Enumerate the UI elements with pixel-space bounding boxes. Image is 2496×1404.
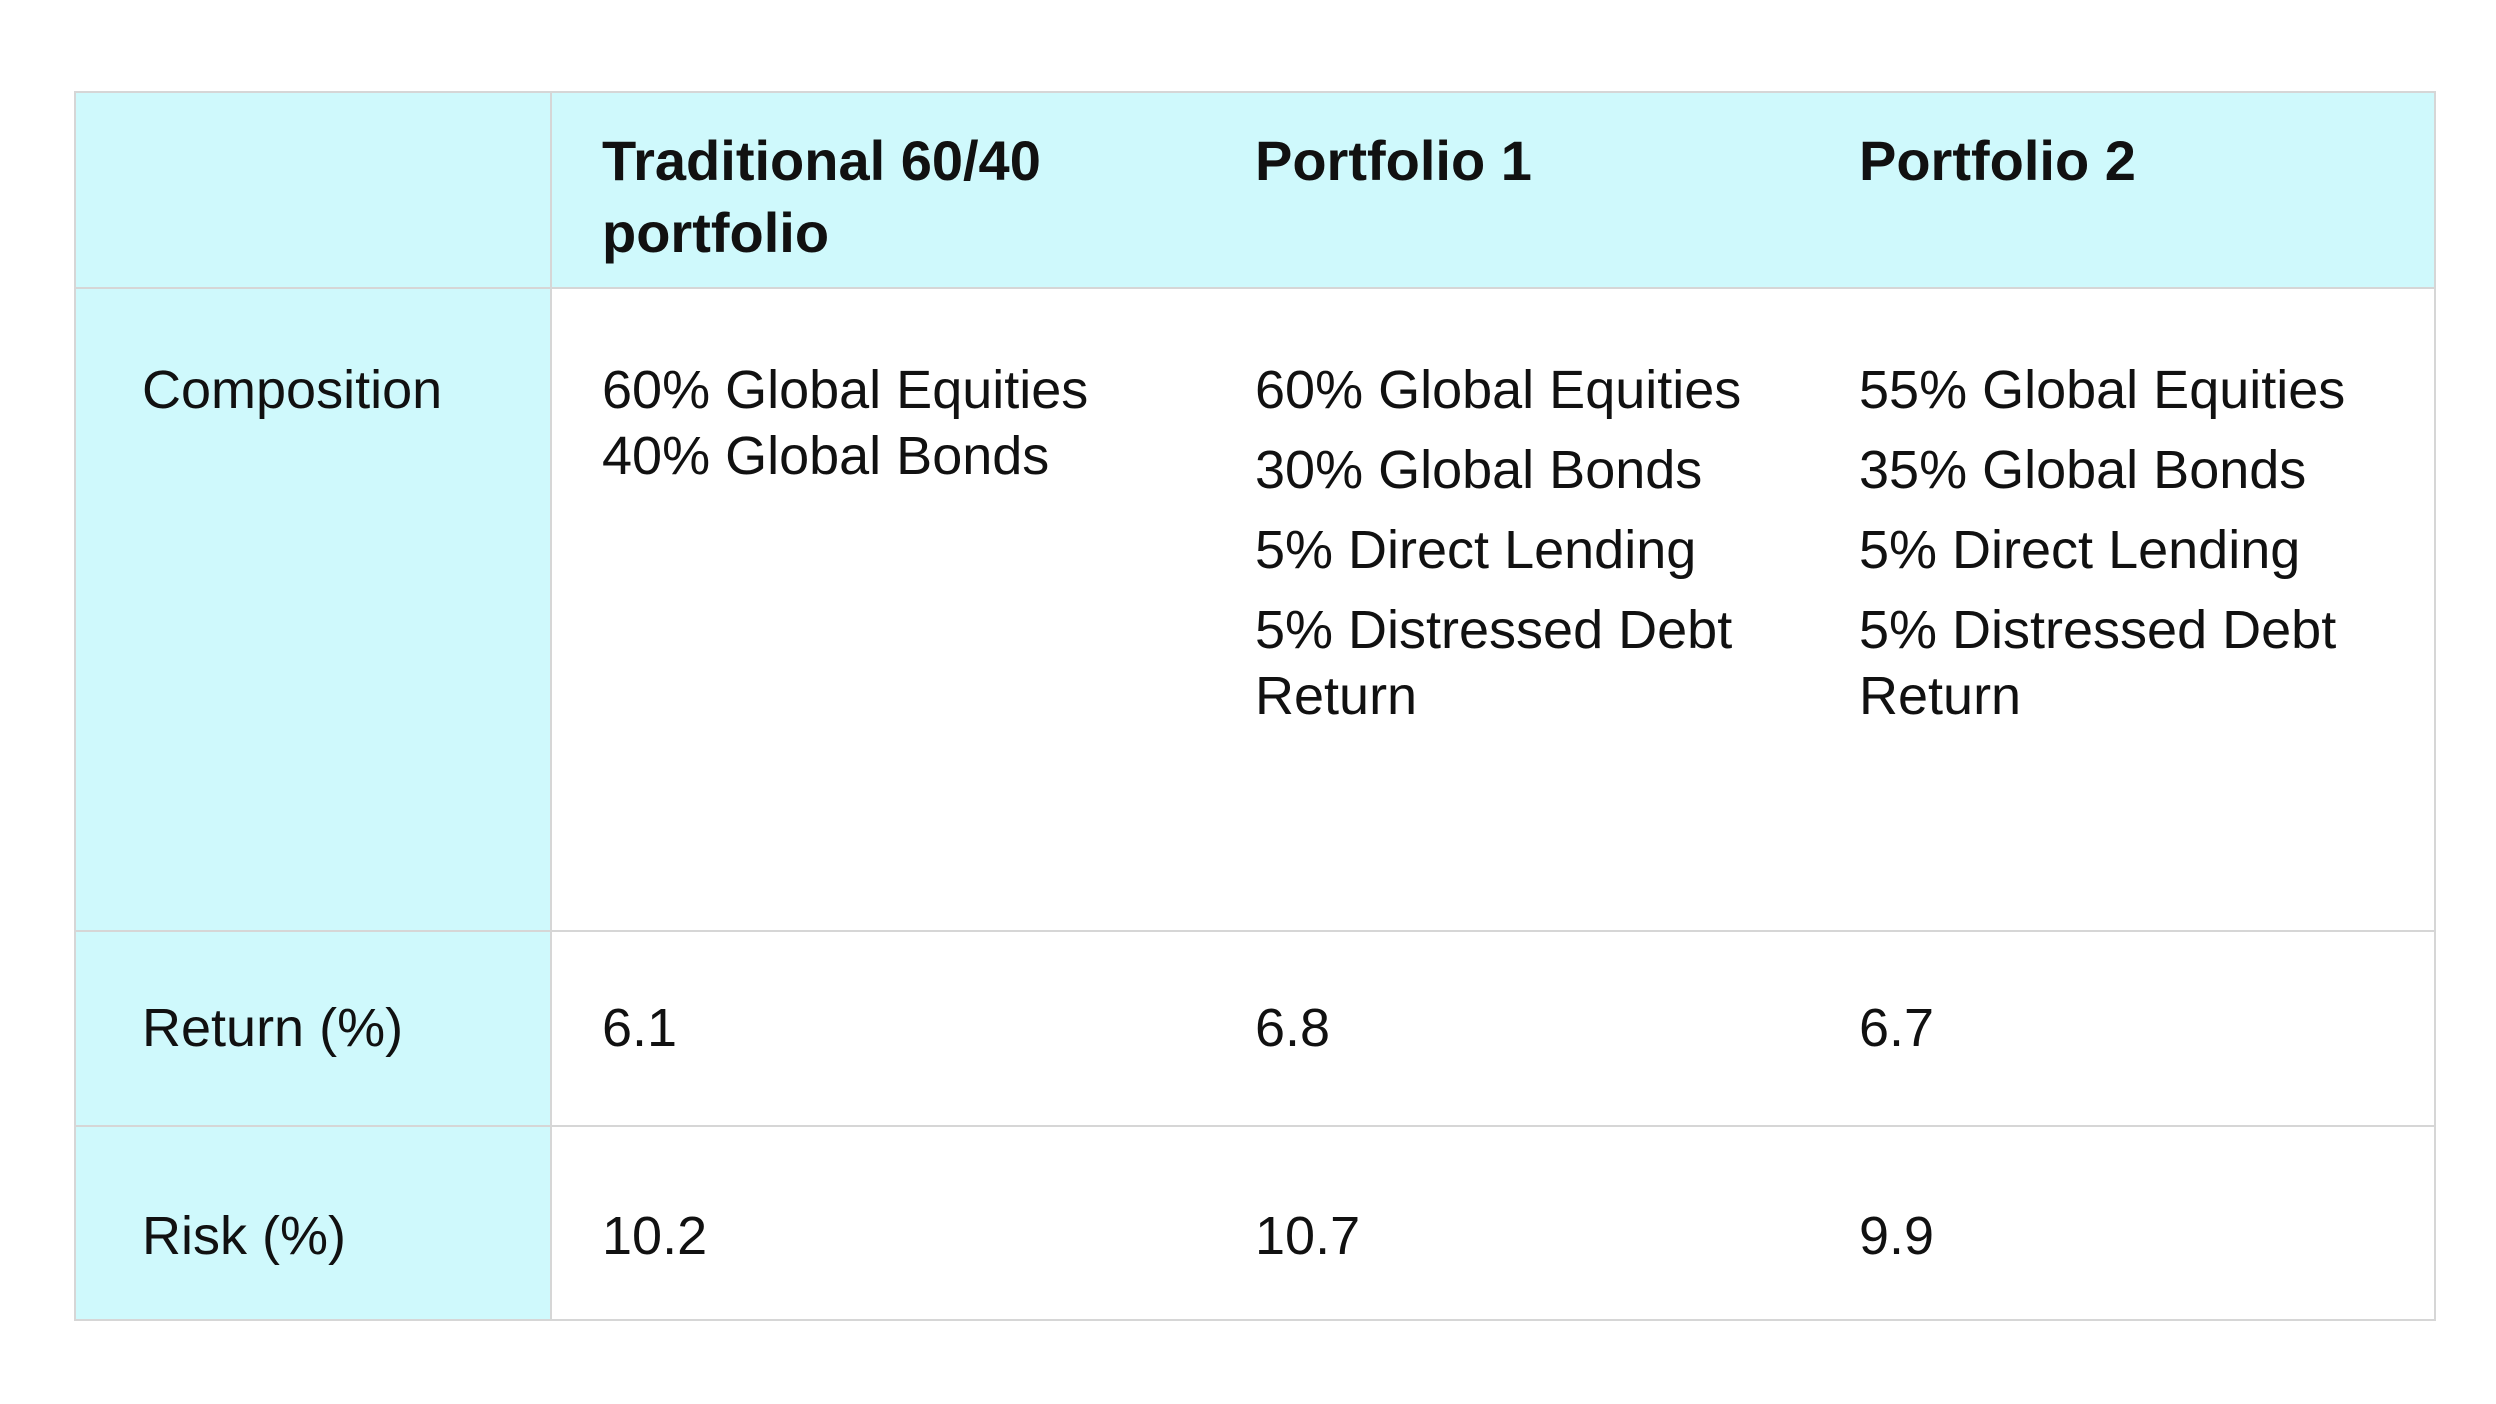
risk-portfolio-1: 10.7 xyxy=(1255,1206,1361,1266)
composition-portfolio-2: 55% Global Equities 35% Global Bonds 5% … xyxy=(1859,357,2345,729)
header-traditional-line-2: portfolio xyxy=(602,201,830,264)
composition-line: Return xyxy=(1859,666,2022,726)
risk-traditional: 10.2 xyxy=(602,1206,708,1266)
composition-line: 5% Direct Lending xyxy=(1255,520,1697,580)
row-divider xyxy=(76,930,2434,932)
return-traditional: 6.1 xyxy=(602,998,678,1058)
label-column-background xyxy=(76,93,551,1319)
risk-portfolio-2: 9.9 xyxy=(1859,1206,1935,1266)
column-divider xyxy=(550,93,552,1319)
composition-line: 55% Global Equities xyxy=(1859,360,2346,420)
composition-line: 60% Global Equities xyxy=(1255,360,1742,420)
return-portfolio-2: 6.7 xyxy=(1859,998,1935,1058)
composition-line: 60% Global Equities xyxy=(602,360,1089,420)
composition-line: Return xyxy=(1255,666,1418,726)
row-divider xyxy=(76,287,2434,289)
composition-portfolio-1: 60% Global Equities 30% Global Bonds 5% … xyxy=(1255,357,1741,729)
composition-line: 35% Global Bonds xyxy=(1859,440,2307,500)
composition-line: 30% Global Bonds xyxy=(1255,440,1703,500)
composition-line: 5% Direct Lending xyxy=(1859,520,2301,580)
portfolio-comparison-table: Traditional 60/40 portfolio Portfolio 1 … xyxy=(74,91,2436,1321)
composition-line: 5% Distressed Debt xyxy=(1255,600,1733,660)
row-divider xyxy=(76,1125,2434,1127)
header-traditional-line-1: Traditional 60/40 xyxy=(602,129,1041,192)
return-portfolio-1: 6.8 xyxy=(1255,998,1331,1058)
header-traditional-portfolio: Traditional 60/40 portfolio xyxy=(602,125,1041,269)
row-label-return: Return (%) xyxy=(142,998,404,1058)
row-label-composition: Composition xyxy=(142,360,443,420)
composition-traditional: 60% Global Equities 40% Global Bonds xyxy=(602,357,1088,489)
row-label-risk: Risk (%) xyxy=(142,1206,346,1266)
header-row-background xyxy=(76,93,2434,288)
composition-line: 5% Distressed Debt xyxy=(1859,600,2337,660)
header-portfolio-2: Portfolio 2 xyxy=(1859,129,2136,192)
header-portfolio-1: Portfolio 1 xyxy=(1255,129,1532,192)
composition-line: 40% Global Bonds xyxy=(602,426,1050,486)
